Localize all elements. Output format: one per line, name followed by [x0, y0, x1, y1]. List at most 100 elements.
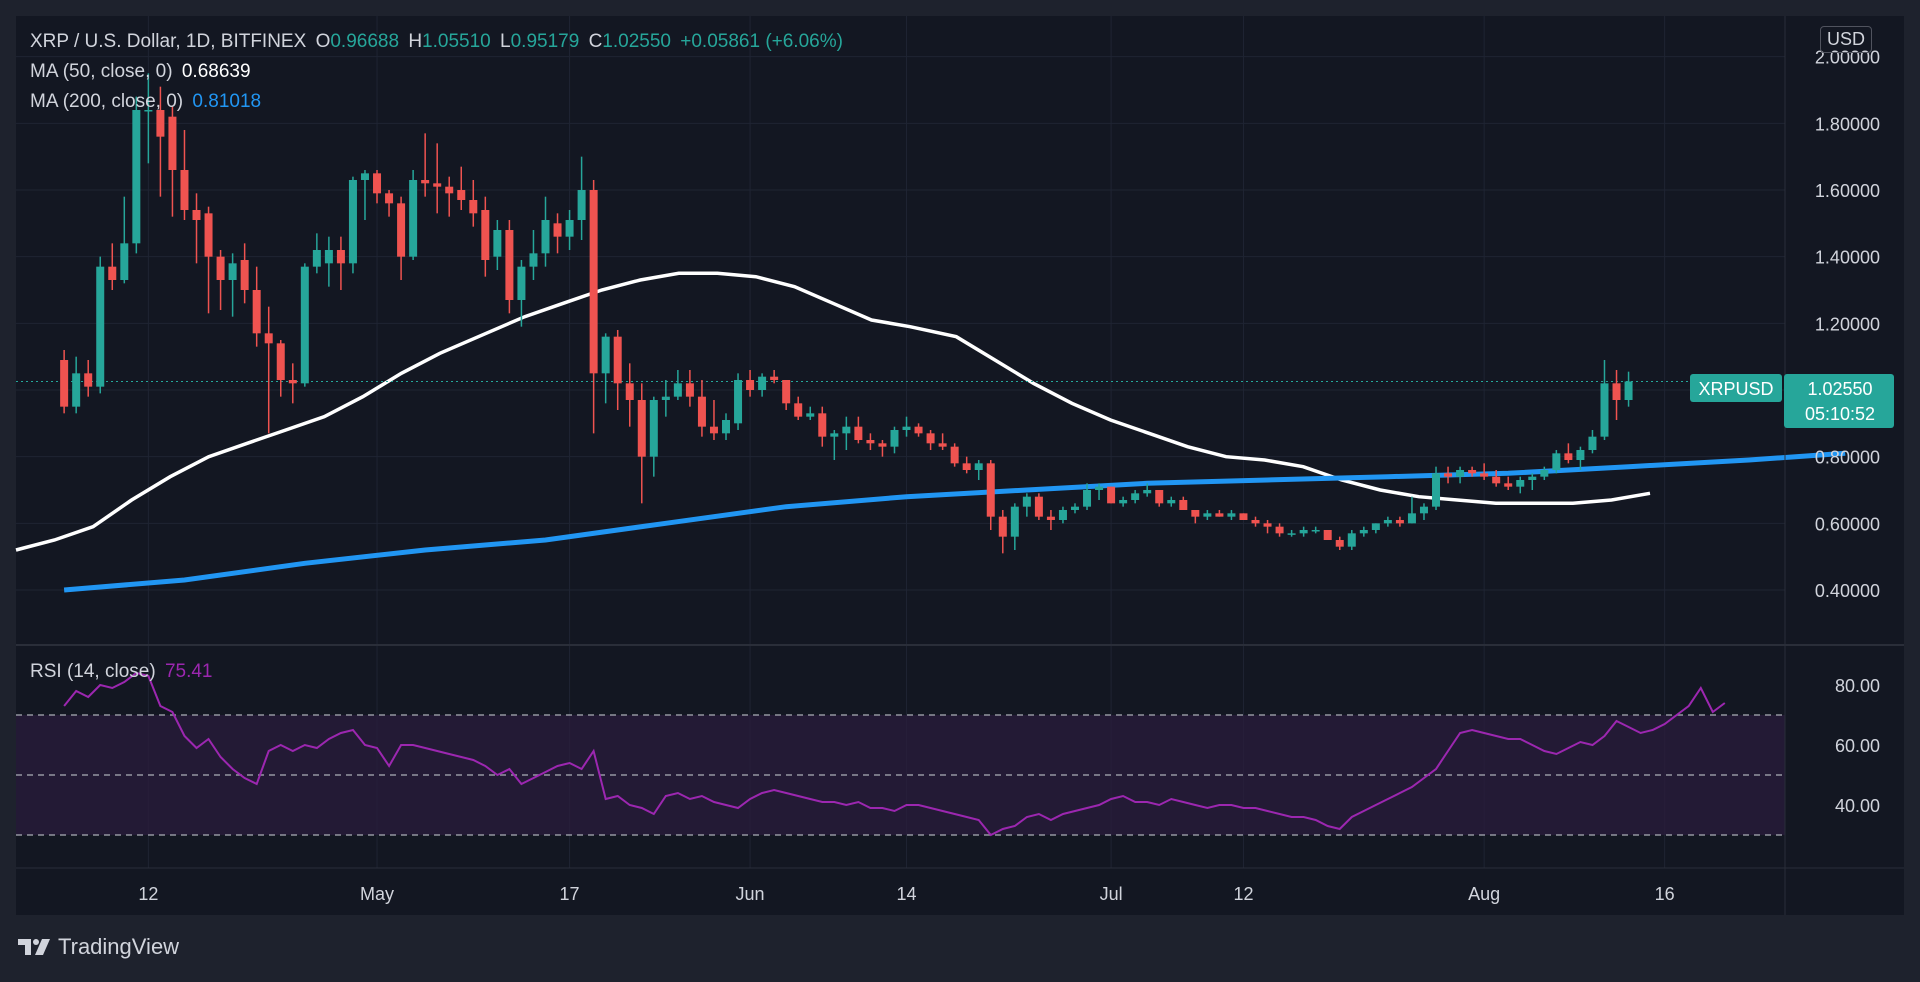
candle-body — [228, 263, 237, 280]
candle-body — [481, 210, 490, 260]
rsi-line — [63, 671, 1726, 837]
candle-body — [1095, 486, 1104, 490]
candle-body — [673, 383, 682, 397]
candle-body — [300, 266, 309, 384]
candle-body — [854, 426, 863, 440]
low-value: 0.95179 — [510, 31, 580, 52]
candle — [1191, 510, 1200, 524]
tradingview-logo[interactable]: TradingView — [18, 930, 179, 964]
candle — [1371, 523, 1380, 534]
high-value: 1.05510 — [422, 31, 491, 52]
candle-body — [433, 183, 442, 187]
candle-body — [830, 433, 839, 437]
candle — [1600, 360, 1609, 440]
candle-body — [192, 210, 201, 220]
candle — [156, 86, 165, 197]
candle — [96, 256, 105, 394]
candle-body — [264, 333, 273, 344]
currency-unit-button[interactable]: USD — [1820, 26, 1873, 53]
candle-body — [722, 420, 731, 434]
candle-body — [1612, 383, 1621, 400]
candle-body — [1323, 530, 1332, 540]
candle — [1083, 483, 1092, 510]
candle-body — [1444, 473, 1453, 477]
candle — [1576, 446, 1585, 470]
price-tag-bg — [1784, 374, 1894, 428]
candle — [866, 433, 875, 450]
rsi-tick-label: 80.00 — [1835, 676, 1880, 696]
candle-body — [252, 290, 261, 334]
candle — [1179, 496, 1188, 510]
candle-body — [1419, 506, 1428, 514]
candle-body — [348, 180, 357, 264]
candle-body — [1588, 436, 1597, 450]
candle-body — [1311, 530, 1320, 532]
candle-body — [457, 190, 466, 200]
rsi-value: 75.41 — [164, 661, 213, 682]
candle-body — [96, 266, 105, 387]
candle-body — [60, 360, 69, 407]
candle — [902, 416, 911, 437]
close-label: C — [588, 31, 603, 52]
candle — [192, 193, 201, 264]
candle — [541, 196, 550, 267]
candle — [962, 456, 971, 474]
candle — [770, 370, 779, 384]
candle — [1564, 443, 1573, 464]
candle — [264, 306, 273, 434]
candle-body — [276, 343, 285, 380]
candle — [926, 430, 935, 450]
rsi-pane — [16, 671, 1785, 837]
candle-body — [108, 266, 117, 280]
candle — [950, 443, 959, 467]
candle-body — [709, 426, 718, 434]
candle — [1167, 496, 1176, 507]
candle — [1251, 516, 1260, 527]
high-label: H — [408, 31, 423, 52]
candle — [240, 243, 249, 304]
candle-body — [529, 253, 538, 267]
candle — [1107, 486, 1116, 504]
candle-body — [770, 376, 779, 380]
candle — [1095, 483, 1104, 500]
candle-body — [120, 243, 129, 280]
candle — [493, 220, 502, 270]
candle-body — [156, 110, 165, 137]
candle — [216, 250, 225, 310]
candle-body — [758, 376, 767, 390]
candle-body — [697, 396, 706, 427]
candle-body — [409, 180, 418, 257]
candle-body — [818, 413, 827, 437]
candle — [890, 426, 899, 454]
candle-body — [1432, 473, 1441, 507]
candle — [577, 156, 586, 240]
candle-body — [1347, 533, 1356, 547]
candle-body — [1058, 510, 1067, 520]
candle-body — [385, 193, 394, 204]
symbol-legend: XRP / U.S. Dollar, 1D, BITFINEX O0.96688… — [30, 31, 847, 53]
candle-body — [1624, 381, 1633, 400]
candle — [1323, 530, 1332, 540]
candle-body — [1552, 453, 1561, 470]
price-tag-price: 1.02550 — [1807, 379, 1872, 399]
candle-body — [1203, 513, 1212, 517]
candle — [1588, 430, 1597, 454]
symbol-tag-bg — [1690, 374, 1782, 402]
candle-body — [505, 230, 514, 300]
candle — [1432, 466, 1441, 510]
price-tag-layer: XRPUSD 1.02550 05:10:52 — [1690, 374, 1894, 428]
symbol-tag-label: XRPUSD — [1698, 379, 1773, 399]
candle — [938, 433, 947, 450]
candle-body — [1299, 530, 1308, 534]
candle — [722, 413, 731, 440]
candle-body — [625, 383, 634, 400]
candle-body — [661, 396, 670, 400]
candle-body — [553, 223, 562, 237]
candle-body — [1167, 500, 1176, 504]
candle — [529, 230, 538, 280]
candle — [84, 360, 93, 397]
candle — [601, 333, 610, 404]
x-tick-label: 17 — [560, 884, 580, 904]
